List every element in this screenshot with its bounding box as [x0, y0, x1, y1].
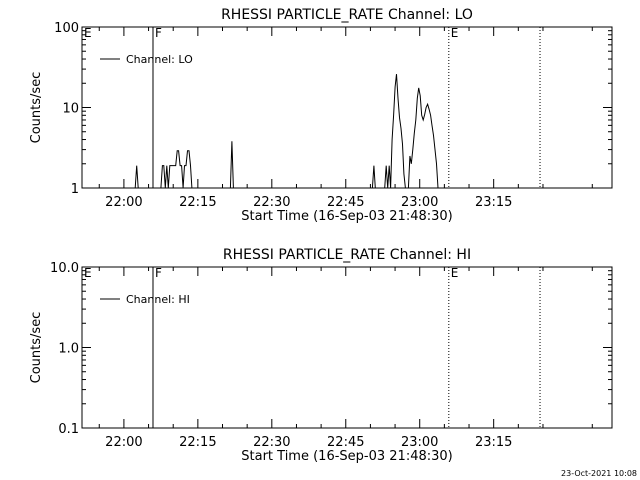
marker-label-e: E [451, 266, 459, 280]
marker-label-e: E [451, 26, 459, 40]
y-tick-label: 100 [54, 21, 79, 36]
x-tick-label: 23:00 [401, 435, 438, 450]
x-tick-label: 22:15 [179, 435, 216, 450]
x-tick-label: 22:30 [253, 435, 290, 450]
chart-title: RHESSI PARTICLE_RATE Channel: LO [221, 7, 473, 23]
footer-timestamp: 23-Oct-2021 10:08 [561, 469, 637, 478]
plot-frame [81, 266, 613, 429]
y-tick-label: 1.0 [58, 342, 79, 357]
y-axis-label: Counts/sec [29, 72, 44, 144]
x-tick-label: 23:15 [475, 435, 512, 450]
plot-lo: RHESSI PARTICLE_RATE Channel: LO 1 10 100 22… [29, 7, 613, 224]
plot-frame [81, 26, 613, 189]
x-tick-label: 23:15 [475, 195, 512, 210]
y-tick-label: 1 [71, 182, 79, 197]
plot-hi: RHESSI PARTICLE_RATE Channel: HI 0.1 1.0 10… [29, 247, 613, 464]
x-axis-label: Start Time (16-Sep-03 21:48:30) [241, 209, 452, 224]
x-tick-label: 22:15 [179, 195, 216, 210]
edge-label-e: E [84, 266, 92, 280]
chart-title: RHESSI PARTICLE_RATE Channel: HI [223, 247, 471, 263]
marker-label-f: F [155, 266, 162, 280]
legend-label: Channel: HI [126, 293, 190, 306]
x-tick-label: 22:30 [253, 195, 290, 210]
edge-label-e: E [84, 26, 92, 40]
series-line-0 [134, 74, 439, 189]
x-tick-label: 22:45 [327, 195, 364, 210]
x-tick-label: 23:00 [401, 195, 438, 210]
y-tick-label: 10.0 [50, 261, 79, 276]
legend-label: Channel: LO [126, 53, 193, 66]
y-tick-label: 10 [62, 102, 79, 117]
x-tick-label: 22:00 [105, 435, 142, 450]
x-axis-label: Start Time (16-Sep-03 21:48:30) [241, 449, 452, 464]
y-axis-label: Counts/sec [29, 312, 44, 384]
marker-label-f: F [155, 26, 162, 40]
x-tick-label: 22:45 [327, 435, 364, 450]
x-tick-label: 22:00 [105, 195, 142, 210]
y-tick-label: 0.1 [58, 422, 79, 437]
